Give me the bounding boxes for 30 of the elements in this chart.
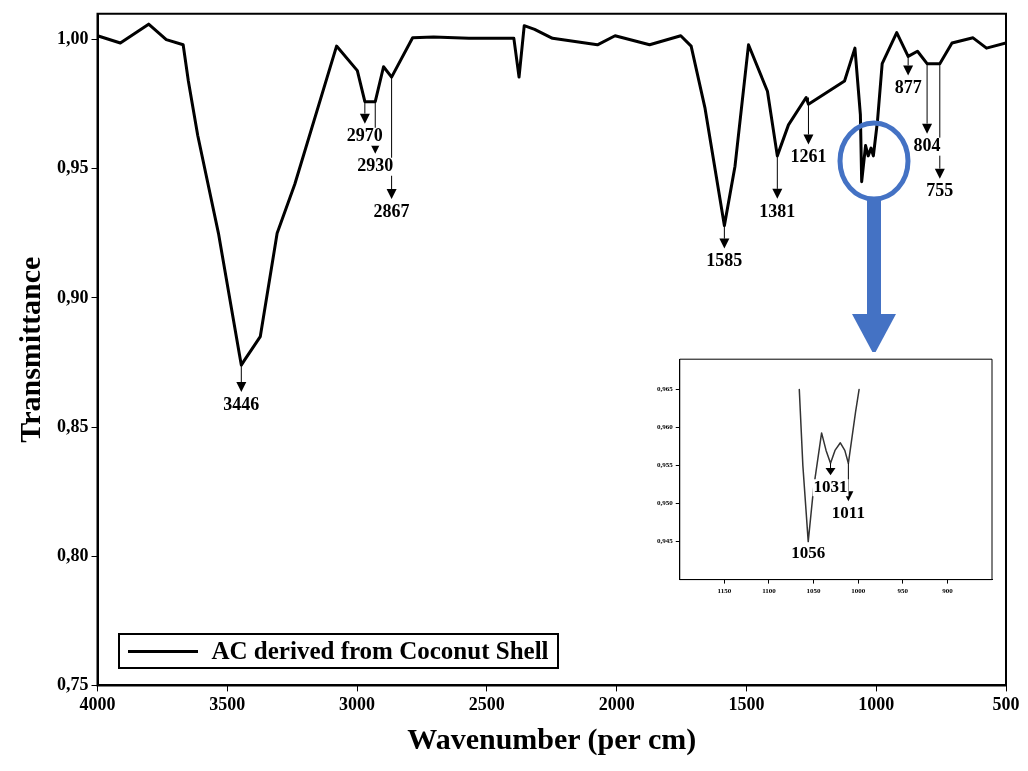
annotation: 877 bbox=[894, 77, 922, 98]
annotation: 1381 bbox=[759, 200, 796, 221]
y-tick-label: 0,85 bbox=[57, 415, 89, 436]
annotation: 1585 bbox=[706, 250, 743, 271]
x-tick-label: 4000 bbox=[79, 693, 116, 714]
annotation: 1056 bbox=[791, 543, 826, 563]
x-tick-label: 1500 bbox=[728, 693, 765, 714]
x-tick-label: 3000 bbox=[339, 693, 376, 714]
x-tick-label: 3500 bbox=[209, 693, 246, 714]
annotation: 2930 bbox=[357, 155, 394, 176]
annotation: 2970 bbox=[346, 125, 383, 146]
annotation: 1031 bbox=[813, 477, 848, 497]
x-tick-label: 500 bbox=[992, 693, 1020, 714]
y-axis-title: Transmittance bbox=[12, 256, 46, 443]
y-tick-label: 1,00 bbox=[57, 28, 89, 49]
x-tick-label: 2000 bbox=[598, 693, 635, 714]
legend-label: AC derived from Coconut Shell bbox=[211, 637, 549, 666]
y-tick-label: 0,95 bbox=[57, 157, 89, 178]
y-tick-label: 0,90 bbox=[57, 286, 89, 307]
annotation: 755 bbox=[926, 180, 954, 201]
x-axis-title: Wavenumber (per cm) bbox=[407, 721, 697, 756]
y-tick-label: 0,80 bbox=[57, 544, 89, 565]
y-tick-label: 0,75 bbox=[57, 674, 89, 695]
annotation: 1011 bbox=[831, 503, 865, 523]
annotation: 1261 bbox=[790, 146, 827, 167]
x-tick-label: 2500 bbox=[468, 693, 505, 714]
annotation: 804 bbox=[913, 135, 941, 156]
annotation: 2867 bbox=[373, 200, 410, 221]
x-tick-label: 1000 bbox=[858, 693, 895, 714]
annotation: 3446 bbox=[223, 393, 260, 414]
